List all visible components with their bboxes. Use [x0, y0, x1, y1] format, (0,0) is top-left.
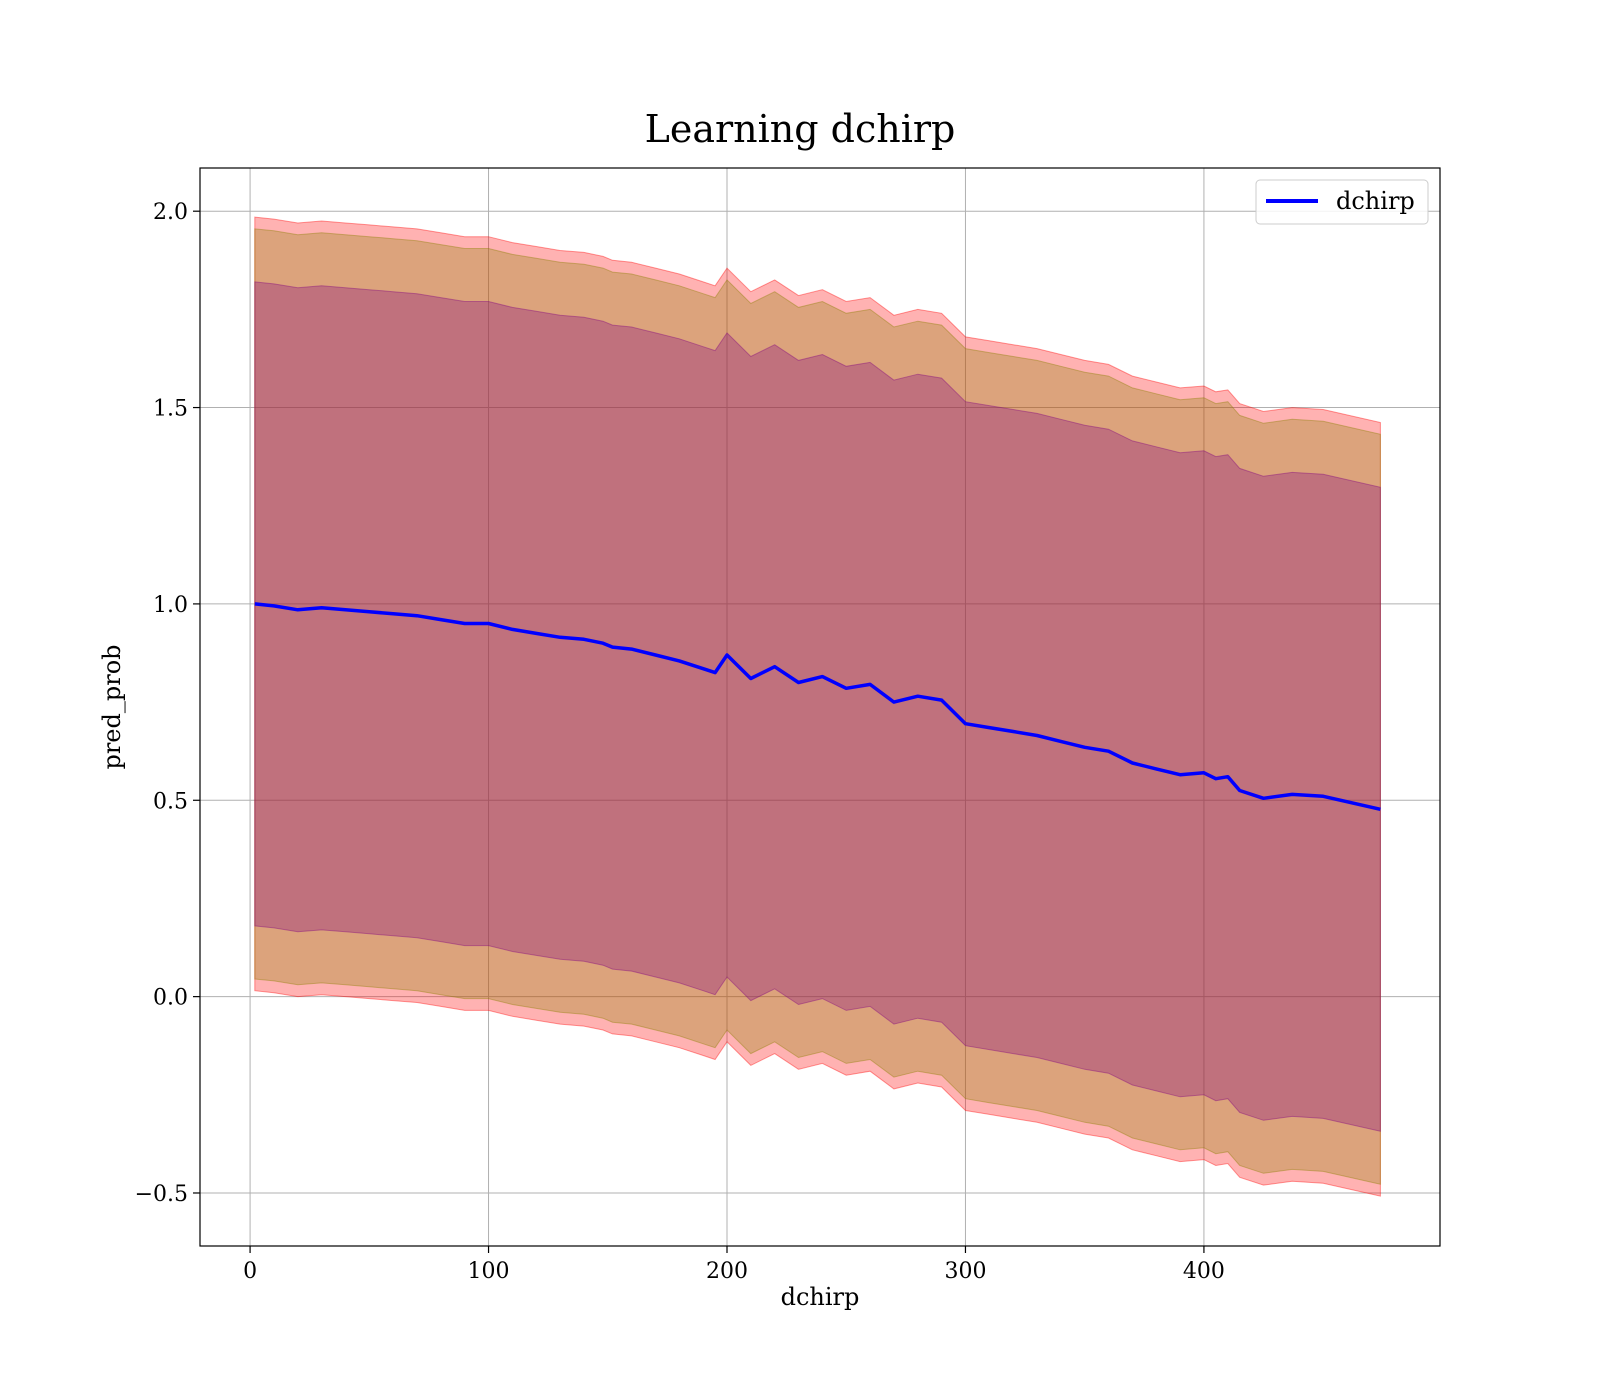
x-tick-label: 300	[944, 1259, 986, 1284]
band-1	[254, 228, 1381, 1185]
x-axis-label: dchirp	[781, 1283, 860, 1311]
y-tick-label: 0.0	[153, 986, 188, 1011]
y-tick-label: 0.5	[153, 789, 188, 814]
y-tick-label: 1.5	[153, 397, 188, 422]
y-tick-label: 2.0	[153, 200, 188, 225]
y-axis-ticks: −0.5 0.0 0.5 1.0 1.5 2.0	[135, 200, 200, 1207]
x-axis-ticks: 0 100 200 300 400	[243, 1246, 1225, 1284]
x-tick-label: 0	[243, 1259, 257, 1284]
confidence-bands	[254, 216, 1381, 1197]
band-2	[254, 281, 1381, 1132]
x-tick-label: 100	[468, 1259, 510, 1284]
legend: dchirp	[1255, 179, 1429, 225]
legend-label: dchirp	[1336, 187, 1415, 215]
plot-frame	[199, 167, 1441, 1247]
grid	[200, 168, 1440, 1246]
series-line-dchirp	[254, 602, 1381, 812]
x-tick-label: 200	[706, 1259, 748, 1284]
band-0	[254, 216, 1381, 1197]
legend-box	[1255, 179, 1429, 225]
chart-title: Learning dchirp	[645, 107, 956, 151]
series-lines	[254, 602, 1381, 812]
x-tick-label: 400	[1183, 1259, 1225, 1284]
y-axis-label: pred_prob	[98, 644, 126, 769]
y-tick-label: −0.5	[135, 1182, 188, 1207]
y-tick-label: 1.0	[153, 593, 188, 618]
